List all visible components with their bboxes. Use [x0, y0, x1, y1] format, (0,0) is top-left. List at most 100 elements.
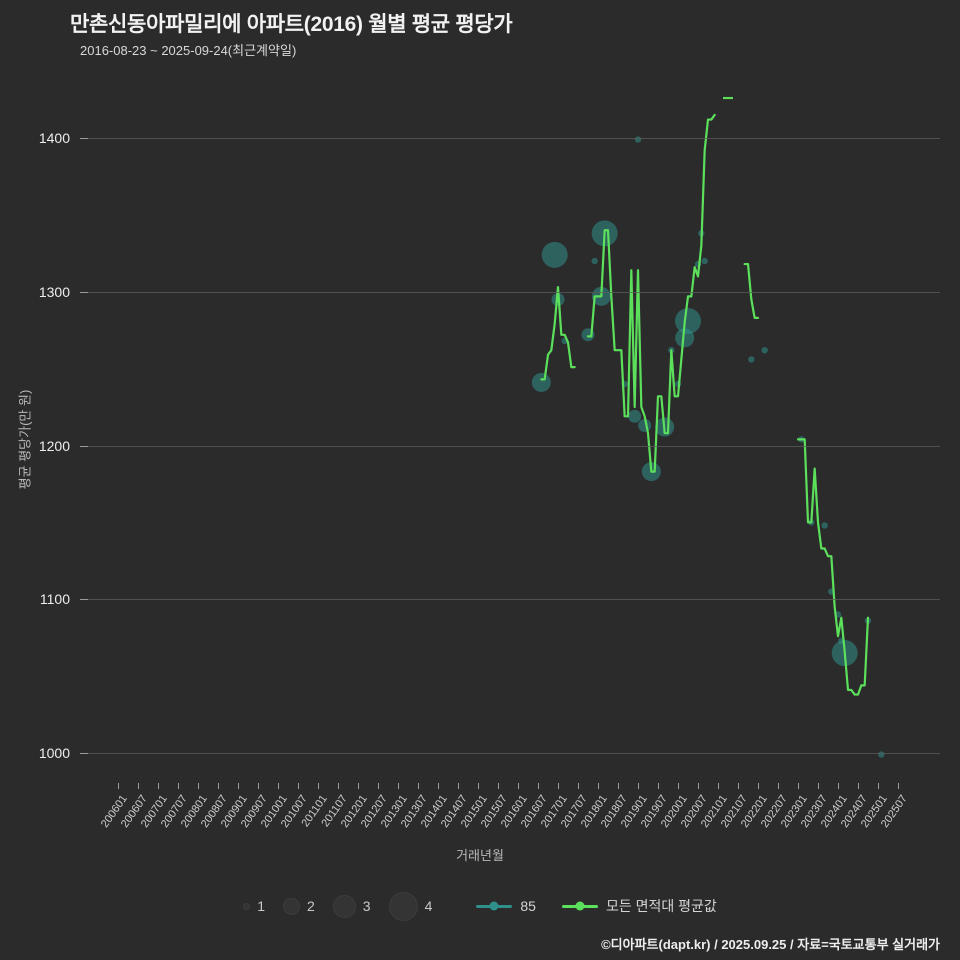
x-tick-mark [478, 783, 479, 789]
x-tick-mark [738, 783, 739, 789]
legend-size-item[interactable]: 4 [388, 891, 433, 921]
gridline [88, 445, 940, 447]
x-tick-mark [298, 783, 299, 789]
x-tick-mark [378, 783, 379, 789]
x-tick-mark [278, 783, 279, 789]
bubble-point [761, 346, 768, 354]
legend-line-icon [476, 901, 513, 911]
legend-bubble-icon [332, 894, 356, 918]
legend-line-icon [561, 901, 598, 911]
x-tick-mark [578, 783, 579, 789]
x-tick-mark [718, 783, 719, 789]
legend-series-item[interactable]: 85 [476, 898, 536, 914]
series-85-bubbles [531, 136, 885, 758]
x-tick-mark [758, 783, 759, 789]
x-tick-mark [158, 783, 159, 789]
x-tick-mark [678, 783, 679, 789]
legend-size-label: 1 [257, 898, 265, 914]
legend-bubble-icon [243, 902, 251, 910]
y-axis-title: 평균 평당가(만 원) [17, 389, 33, 490]
x-tick-mark [838, 783, 839, 789]
bubble-point [591, 257, 598, 265]
legend-size-label: 3 [362, 898, 371, 914]
footer-credit: ©디아파트(dapt.kr) / 2025.09.25 / 자료=국토교통부 실… [601, 937, 940, 952]
x-tick-mark [518, 783, 519, 789]
x-tick-mark [798, 783, 799, 789]
bubble-point [634, 136, 642, 143]
line-segment [796, 438, 870, 696]
chart-subtitle: 2016-08-23 ~ 2025-09-24(최근계약일) [80, 43, 297, 58]
x-tick-mark [878, 783, 879, 789]
x-tick-mark [358, 783, 359, 789]
legend-size-item[interactable]: 1 [243, 898, 265, 914]
x-tick-mark [218, 783, 219, 789]
x-tick-mark [498, 783, 499, 789]
bubble-point [628, 409, 642, 423]
x-tick-mark [898, 783, 899, 789]
legend-size-item[interactable]: 2 [283, 897, 315, 915]
x-tick-mark [198, 783, 199, 789]
series-average-line [540, 96, 870, 696]
gridline [88, 138, 940, 139]
x-tick-mark [638, 783, 639, 789]
legend-bubble-icon [388, 891, 418, 921]
bubble-point [821, 522, 828, 529]
x-tick-mark [398, 783, 399, 789]
legend-size-label: 2 [307, 898, 315, 914]
y-tick-mark [80, 291, 88, 293]
x-tick-mark [658, 783, 659, 789]
x-tick-mark [818, 783, 819, 789]
legend-series-item[interactable]: 모든 면적대 평균값 [561, 896, 717, 916]
bubble-point [878, 751, 885, 758]
x-tick-mark [538, 783, 539, 789]
legend-size-item[interactable]: 3 [332, 894, 371, 918]
bubble-point [541, 241, 568, 268]
y-tick-mark [80, 599, 88, 601]
y-tick-mark [80, 753, 88, 754]
bubble-point [748, 356, 755, 363]
y-tick-label: 1100 [39, 591, 70, 608]
x-tick-mark [458, 783, 459, 789]
legend-series-label: 모든 면적대 평균값 [605, 898, 717, 914]
line-segment [743, 262, 760, 319]
x-tick-mark [258, 783, 259, 789]
gridline [88, 291, 940, 293]
legend-series-label: 85 [520, 898, 536, 914]
bubble-point [675, 307, 701, 334]
y-tick-mark [80, 445, 88, 447]
x-tick-mark [418, 783, 419, 789]
x-tick-mark [858, 783, 859, 789]
line-segment [586, 113, 716, 473]
y-tick-label: 1300 [38, 283, 70, 300]
legend-size-label: 4 [424, 898, 433, 914]
bubble-point [531, 372, 551, 392]
x-tick-mark [598, 783, 599, 789]
y-tick-mark [80, 138, 88, 139]
gridline [88, 599, 940, 601]
x-tick-mark [178, 783, 179, 789]
line-segment [540, 286, 576, 381]
x-tick-mark [558, 783, 559, 789]
x-tick-mark [318, 783, 319, 789]
legend-dot-icon [489, 901, 499, 911]
gridline [88, 753, 940, 754]
x-axis-title: 거래년월 [456, 848, 504, 863]
legend-dot-icon [575, 901, 585, 911]
y-tick-label: 1000 [38, 745, 70, 761]
x-tick-mark [438, 783, 439, 789]
y-tick-label: 1200 [38, 437, 70, 454]
legend-bubble-icon [283, 897, 300, 915]
x-tick-mark [118, 783, 119, 789]
bubble-point [701, 257, 708, 265]
x-tick-mark [238, 783, 239, 789]
y-tick-label: 1400 [38, 130, 70, 146]
x-tick-mark [778, 783, 779, 789]
x-tick-mark [338, 783, 339, 789]
legend: 1 2 3 4 85 모든 면적대 평균값 [0, 888, 960, 924]
x-tick-mark [138, 783, 139, 789]
x-tick-mark [698, 783, 699, 789]
chart-title: 만촌신동아파밀리에 아파트(2016) 월별 평균 평당가 [70, 13, 513, 36]
x-tick-mark [618, 783, 619, 789]
